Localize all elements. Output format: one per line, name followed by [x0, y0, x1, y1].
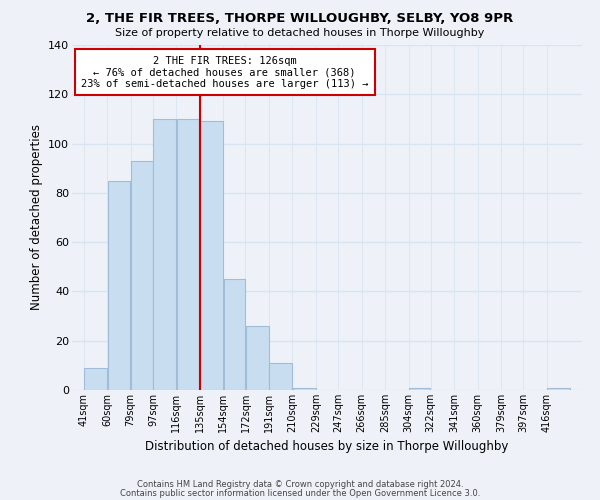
Text: 2 THE FIR TREES: 126sqm
← 76% of detached houses are smaller (368)
23% of semi-d: 2 THE FIR TREES: 126sqm ← 76% of detache… [81, 56, 368, 88]
Text: 2, THE FIR TREES, THORPE WILLOUGHBY, SELBY, YO8 9PR: 2, THE FIR TREES, THORPE WILLOUGHBY, SEL… [86, 12, 514, 26]
Bar [224, 279, 245, 390]
Bar [84, 368, 107, 390]
Bar [293, 388, 316, 390]
Bar [246, 326, 269, 390]
Bar [200, 122, 223, 390]
Text: Size of property relative to detached houses in Thorpe Willoughby: Size of property relative to detached ho… [115, 28, 485, 38]
Y-axis label: Number of detached properties: Number of detached properties [29, 124, 43, 310]
Bar [107, 180, 130, 390]
Text: Contains public sector information licensed under the Open Government Licence 3.: Contains public sector information licen… [120, 488, 480, 498]
Bar [131, 161, 152, 390]
X-axis label: Distribution of detached houses by size in Thorpe Willoughby: Distribution of detached houses by size … [145, 440, 509, 454]
Text: Contains HM Land Registry data © Crown copyright and database right 2024.: Contains HM Land Registry data © Crown c… [137, 480, 463, 489]
Bar [176, 119, 199, 390]
Bar [153, 119, 176, 390]
Bar [269, 363, 292, 390]
Bar [547, 388, 570, 390]
Bar [409, 388, 430, 390]
